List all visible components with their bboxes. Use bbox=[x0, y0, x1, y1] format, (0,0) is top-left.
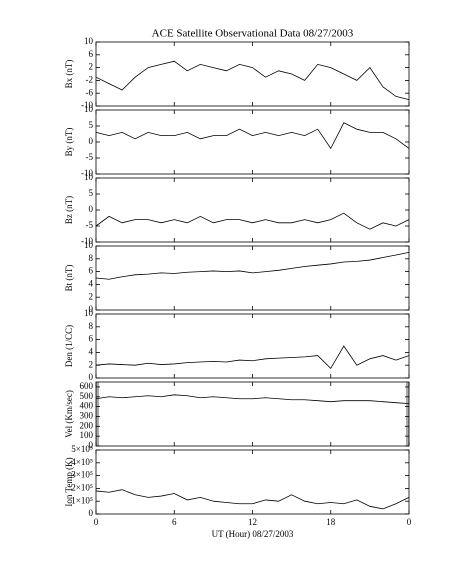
y-tick-label: 1×10⁵ bbox=[71, 495, 93, 505]
plot-frame bbox=[95, 381, 410, 447]
y-tick-label: 2 bbox=[89, 359, 94, 369]
y-tick-label: 0 bbox=[89, 304, 94, 314]
y-tick-label: -10 bbox=[81, 168, 93, 178]
y-tick-label: 2 bbox=[89, 62, 94, 72]
chart-title: ACE Satellite Observational Data 08/27/2… bbox=[152, 28, 354, 40]
data-line bbox=[95, 489, 410, 510]
y-tick-label: 4 bbox=[89, 278, 94, 288]
y-axis-label: Bz (nT) bbox=[64, 196, 74, 224]
y-tick-label: 5×10⁵ bbox=[71, 444, 93, 454]
y-tick-label: -2 bbox=[86, 74, 94, 84]
x-tick-label: 0 bbox=[94, 517, 99, 527]
y-tick-label: 400 bbox=[80, 401, 94, 411]
y-tick-label: -5 bbox=[86, 220, 94, 230]
y-tick-label: 600 bbox=[80, 381, 94, 391]
y-tick-label: 4 bbox=[89, 346, 94, 356]
x-tick-label: 12 bbox=[248, 517, 257, 527]
data-line bbox=[95, 60, 410, 100]
edge-shade bbox=[96, 382, 99, 446]
plot-frame bbox=[95, 313, 410, 379]
x-axis-label: UT (Hour) 08/27/2003 bbox=[212, 529, 294, 539]
x-tick-label: 18 bbox=[326, 517, 336, 527]
data-line bbox=[95, 252, 410, 280]
y-tick-label: 3×10⁵ bbox=[71, 470, 93, 480]
data-line bbox=[95, 212, 410, 230]
edge-shade bbox=[406, 382, 409, 446]
y-tick-label: 10 bbox=[84, 104, 94, 114]
y-tick-label: 10 bbox=[84, 240, 94, 250]
y-tick-label: 2×10⁵ bbox=[71, 482, 93, 492]
data-line bbox=[95, 345, 410, 370]
y-tick-label: 8 bbox=[89, 321, 94, 331]
y-tick-label: 8 bbox=[89, 253, 94, 263]
y-axis-label: By (nT) bbox=[64, 128, 74, 157]
y-axis-label: Bt (nT) bbox=[64, 265, 74, 292]
y-tick-label: 6 bbox=[89, 334, 94, 344]
y-tick-label: 300 bbox=[80, 411, 94, 421]
y-tick-label: 6 bbox=[89, 266, 94, 276]
y-axis-label: Den (1/CC) bbox=[64, 325, 74, 367]
y-tick-label: 10 bbox=[84, 172, 94, 182]
y-axis-label: Vel (Km/sec) bbox=[64, 390, 74, 438]
y-tick-label: 0 bbox=[89, 508, 94, 518]
y-tick-label: 0 bbox=[89, 204, 94, 214]
y-tick-label: -6 bbox=[86, 87, 94, 97]
y-tick-label: 100 bbox=[80, 430, 94, 440]
y-tick-label: 0 bbox=[89, 372, 94, 382]
x-tick-label: 6 bbox=[172, 517, 177, 527]
plot-frame bbox=[95, 449, 410, 515]
y-tick-label: 500 bbox=[80, 391, 94, 401]
y-tick-label: 0 bbox=[89, 440, 94, 450]
y-tick-label: -10 bbox=[81, 100, 93, 110]
y-tick-label: 5 bbox=[89, 120, 94, 130]
plot-frame bbox=[95, 245, 410, 311]
y-tick-label: 10 bbox=[84, 308, 94, 318]
y-tick-label: -10 bbox=[81, 236, 93, 246]
y-tick-label: 6 bbox=[89, 49, 94, 59]
plot-frame bbox=[95, 109, 410, 175]
y-tick-label: 5 bbox=[89, 188, 94, 198]
y-tick-label: 200 bbox=[80, 420, 94, 430]
y-axis-label: Bx (nT) bbox=[64, 60, 74, 89]
data-line bbox=[95, 394, 410, 405]
plot-frame bbox=[95, 41, 410, 107]
y-tick-label: 10 bbox=[84, 36, 94, 46]
x-tick-label: 0 bbox=[407, 517, 412, 527]
y-tick-label: -5 bbox=[86, 152, 94, 162]
y-tick-label: 4×10⁵ bbox=[71, 457, 93, 467]
y-tick-label: 2 bbox=[89, 291, 94, 301]
y-tick-label: 0 bbox=[89, 136, 94, 146]
y-axis-label: Ion Temp (K) bbox=[64, 457, 74, 506]
data-line bbox=[95, 122, 410, 150]
plot-frame bbox=[95, 177, 410, 243]
